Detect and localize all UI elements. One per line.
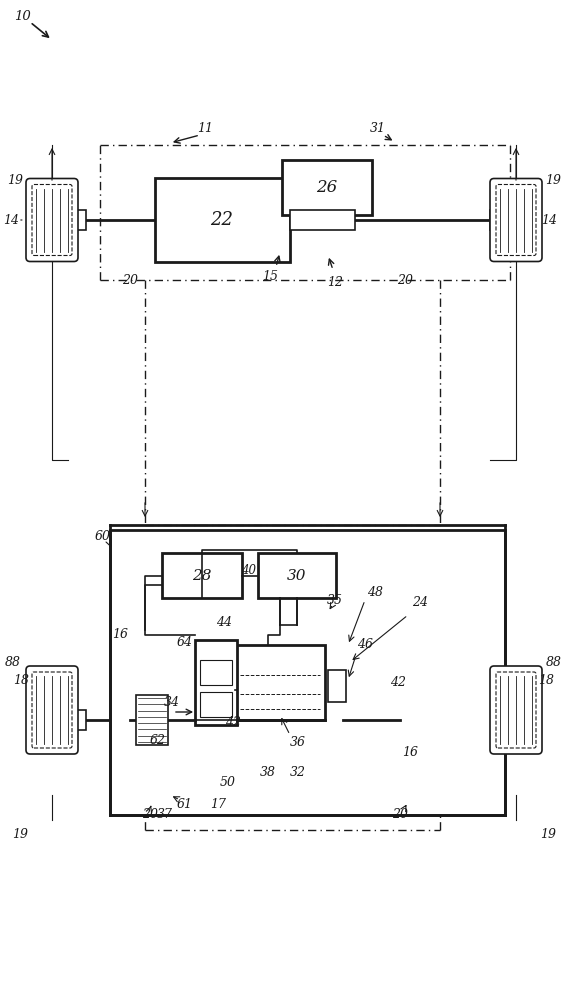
Text: 19: 19 bbox=[540, 828, 556, 842]
Text: 64: 64 bbox=[177, 636, 193, 648]
Text: 24: 24 bbox=[412, 595, 428, 608]
Text: 12: 12 bbox=[327, 275, 343, 288]
FancyBboxPatch shape bbox=[496, 184, 536, 255]
FancyBboxPatch shape bbox=[490, 710, 508, 730]
Text: 19: 19 bbox=[12, 828, 28, 842]
FancyBboxPatch shape bbox=[68, 710, 86, 730]
FancyBboxPatch shape bbox=[195, 640, 237, 725]
Text: 50: 50 bbox=[220, 776, 236, 788]
Text: 46: 46 bbox=[357, 639, 373, 652]
FancyBboxPatch shape bbox=[328, 670, 346, 702]
FancyBboxPatch shape bbox=[200, 692, 232, 717]
Text: 17: 17 bbox=[210, 798, 226, 812]
Text: 11: 11 bbox=[197, 121, 213, 134]
Text: 16: 16 bbox=[112, 629, 128, 642]
Text: 14: 14 bbox=[3, 214, 19, 227]
Text: 42: 42 bbox=[225, 716, 241, 728]
Text: 60: 60 bbox=[95, 530, 111, 544]
Text: 35: 35 bbox=[327, 593, 343, 606]
Text: 61: 61 bbox=[177, 798, 193, 812]
Text: 44: 44 bbox=[216, 615, 232, 629]
Text: 18: 18 bbox=[538, 674, 554, 686]
FancyBboxPatch shape bbox=[32, 672, 72, 748]
FancyBboxPatch shape bbox=[110, 530, 505, 815]
FancyBboxPatch shape bbox=[282, 160, 372, 215]
FancyBboxPatch shape bbox=[155, 178, 290, 262]
Text: 88: 88 bbox=[5, 656, 21, 668]
Text: 88: 88 bbox=[546, 656, 562, 668]
Text: 14: 14 bbox=[541, 214, 557, 227]
Text: 15: 15 bbox=[262, 270, 278, 284]
Text: 31: 31 bbox=[370, 121, 386, 134]
FancyBboxPatch shape bbox=[200, 660, 232, 685]
FancyBboxPatch shape bbox=[490, 178, 542, 261]
FancyBboxPatch shape bbox=[490, 210, 508, 230]
Text: 36: 36 bbox=[290, 736, 306, 748]
Text: 19: 19 bbox=[545, 174, 561, 186]
FancyBboxPatch shape bbox=[490, 666, 542, 754]
FancyBboxPatch shape bbox=[26, 178, 78, 261]
FancyBboxPatch shape bbox=[136, 695, 168, 745]
Text: 20: 20 bbox=[392, 808, 408, 822]
Text: 28: 28 bbox=[192, 569, 212, 583]
Text: 34: 34 bbox=[164, 696, 180, 708]
FancyBboxPatch shape bbox=[68, 210, 86, 230]
Text: 20: 20 bbox=[142, 808, 158, 822]
Text: 40: 40 bbox=[241, 564, 257, 576]
Text: 30: 30 bbox=[287, 569, 307, 583]
FancyBboxPatch shape bbox=[290, 210, 355, 230]
FancyBboxPatch shape bbox=[235, 645, 325, 720]
Text: 20: 20 bbox=[122, 273, 138, 286]
Text: 37: 37 bbox=[157, 808, 173, 822]
Text: 19: 19 bbox=[7, 174, 23, 186]
Text: 20: 20 bbox=[397, 273, 413, 286]
Text: 26: 26 bbox=[316, 180, 337, 196]
Text: 18: 18 bbox=[13, 674, 29, 686]
Text: 22: 22 bbox=[211, 211, 233, 229]
FancyBboxPatch shape bbox=[32, 184, 72, 255]
FancyBboxPatch shape bbox=[258, 553, 336, 598]
Text: 32: 32 bbox=[290, 766, 306, 778]
Text: 48: 48 bbox=[367, 585, 383, 598]
Text: 62: 62 bbox=[150, 734, 166, 746]
Text: 38: 38 bbox=[260, 766, 276, 778]
FancyBboxPatch shape bbox=[496, 672, 536, 748]
Text: 42: 42 bbox=[390, 676, 406, 688]
FancyBboxPatch shape bbox=[26, 666, 78, 754]
Text: 10: 10 bbox=[14, 10, 30, 23]
Text: 16: 16 bbox=[402, 746, 418, 758]
FancyBboxPatch shape bbox=[162, 553, 242, 598]
